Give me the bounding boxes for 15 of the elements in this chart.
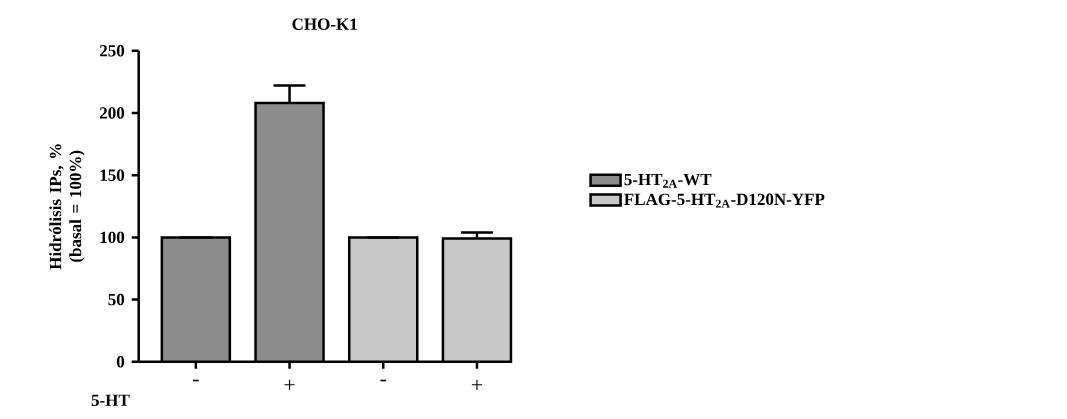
y-tick-label: 200 bbox=[99, 107, 125, 119]
y-tick-label: 0 bbox=[116, 356, 125, 368]
chart-title: CHO-K1 bbox=[292, 18, 357, 30]
x-tick-label: - bbox=[192, 379, 199, 382]
x-tick-label: - bbox=[380, 379, 387, 382]
y-tick-label: 100 bbox=[100, 231, 125, 244]
x-tick-label: + bbox=[284, 379, 295, 390]
y-axis-title: Hidrólisis IPs, % (basal = 100%) bbox=[49, 144, 85, 270]
y-tick-label: 50 bbox=[108, 293, 125, 306]
x-axis-title: 5-HT bbox=[91, 394, 130, 406]
y-tick-label: 150 bbox=[100, 169, 125, 181]
x-tick-label: + bbox=[471, 379, 483, 390]
legend-label: FLAG-5-HT$_{2A}$-D120N-YFP bbox=[624, 193, 825, 208]
y-tick-label: 250 bbox=[99, 45, 125, 57]
legend-label: 5-HT$_{2A}$-WT bbox=[624, 173, 712, 188]
